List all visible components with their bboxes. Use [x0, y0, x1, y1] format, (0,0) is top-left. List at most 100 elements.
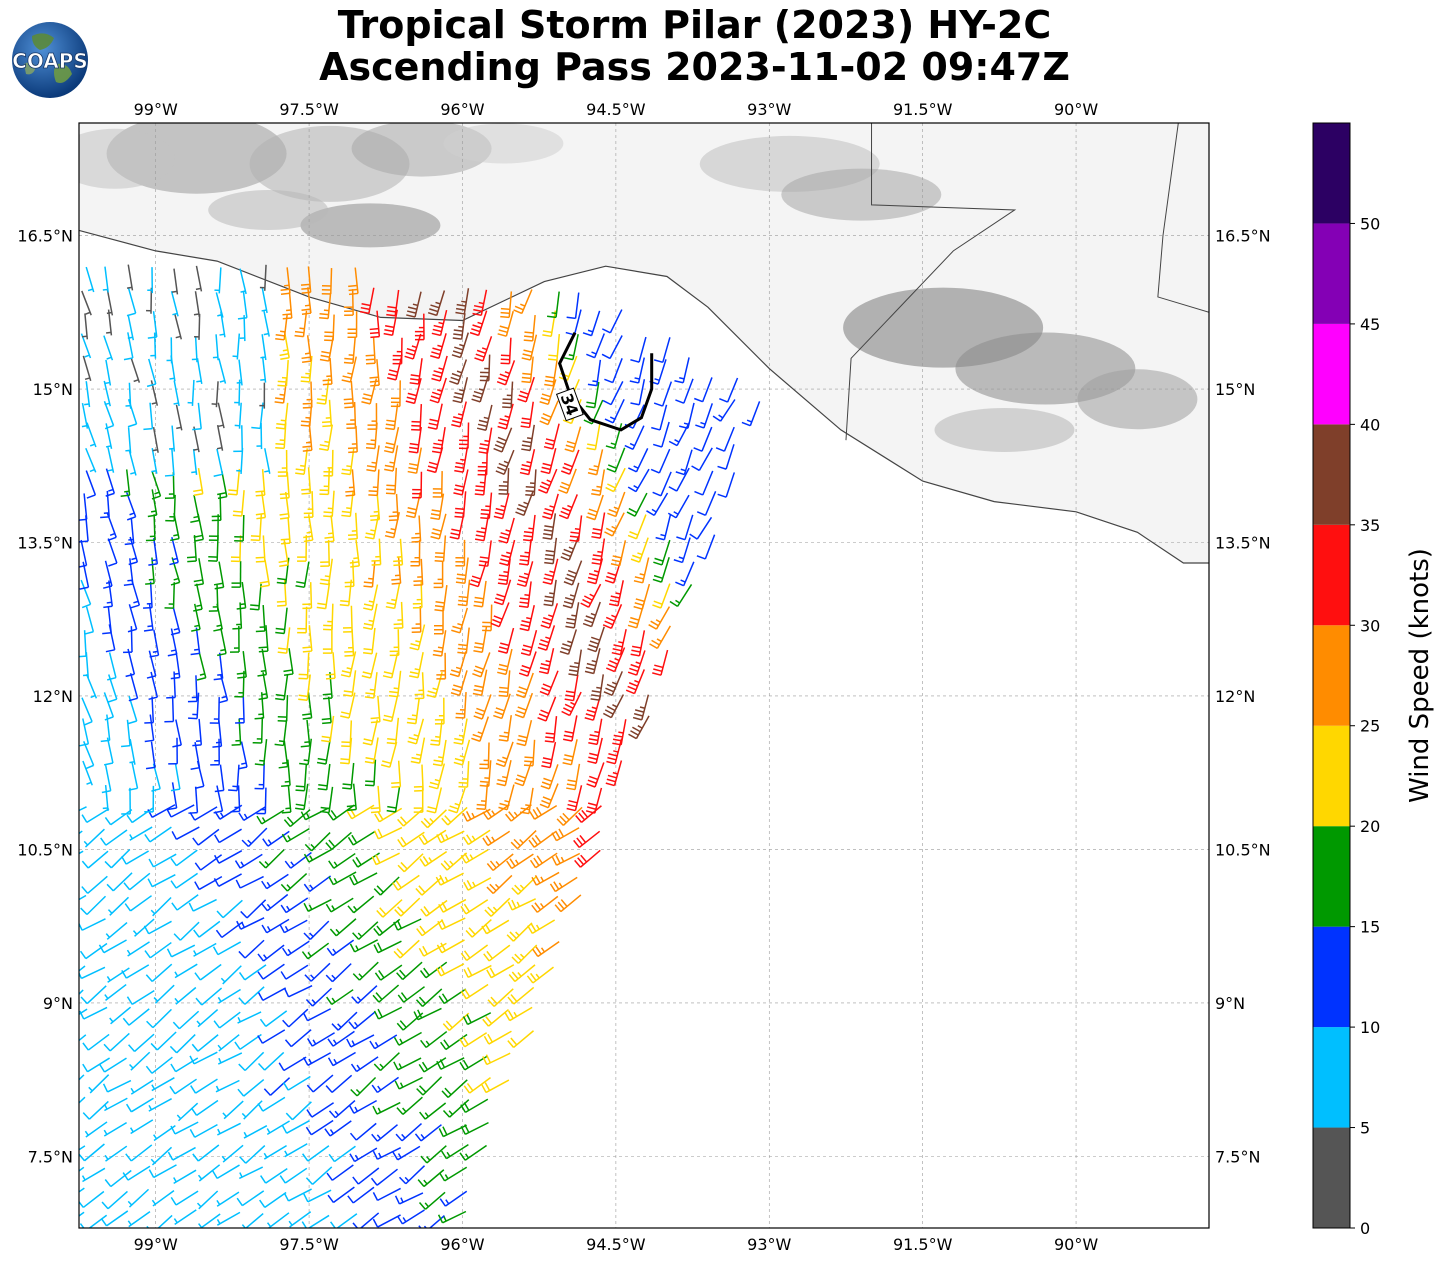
wind-barb	[193, 920, 221, 938]
wind-barb	[455, 692, 467, 719]
wind-barb	[408, 426, 422, 454]
wind-barb	[127, 314, 135, 341]
wind-barb	[542, 493, 559, 520]
wind-barb	[436, 1057, 465, 1070]
wind-barb	[81, 290, 92, 316]
wind-barb	[196, 1009, 219, 1028]
wind-barb	[169, 536, 179, 566]
wind-barb	[673, 537, 691, 564]
wind-barb	[266, 1120, 290, 1136]
wind-barb	[151, 471, 162, 500]
colorbar-swatch	[1313, 123, 1350, 224]
wind-barb	[558, 494, 578, 520]
wind-barb	[606, 738, 623, 765]
wind-barb	[146, 287, 153, 314]
wind-barb	[391, 557, 402, 585]
wind-barb	[174, 986, 197, 1005]
wind-barb	[585, 381, 600, 409]
wind-barb	[208, 584, 219, 612]
wind-barb	[219, 311, 226, 338]
wind-barb	[194, 313, 201, 340]
wind-barb	[373, 1006, 403, 1020]
wind-barb	[372, 1187, 401, 1202]
wind-barb	[602, 381, 624, 406]
wind-barb	[166, 804, 195, 818]
wind-barb	[418, 1057, 447, 1073]
wind-barb	[386, 289, 400, 317]
wind-barb	[303, 1189, 332, 1203]
wind-barb	[478, 427, 493, 455]
wind-barb	[322, 672, 333, 700]
colorbar-title: Wind Speed (knots)	[1405, 548, 1435, 803]
wind-barb	[364, 513, 380, 540]
wind-barb	[344, 629, 355, 657]
wind-barb	[584, 648, 601, 675]
wind-barb	[419, 850, 448, 867]
wind-barb	[259, 559, 271, 588]
wind-barb	[471, 716, 490, 742]
wind-barb	[320, 540, 331, 568]
lon-tick-label-top: 97.5°W	[279, 100, 339, 119]
colorbar-tick-label: 10	[1360, 1018, 1380, 1037]
wind-barb	[127, 1188, 150, 1208]
wind-barb	[560, 535, 580, 561]
wind-barb	[216, 899, 243, 919]
wind-barb	[85, 266, 95, 293]
wind-barb	[454, 491, 467, 519]
wind-barb	[278, 1056, 307, 1072]
wind-barb	[103, 380, 111, 407]
wind-barb	[350, 1076, 377, 1097]
wind-barb	[82, 652, 89, 679]
gridlines	[79, 123, 1209, 1228]
wind-barb	[406, 697, 420, 725]
wind-barb	[668, 467, 690, 492]
wind-barb	[107, 447, 115, 473]
wind-barb	[174, 313, 183, 340]
wind-barb	[143, 581, 153, 609]
wind-barb	[459, 1144, 487, 1161]
wind-barb	[651, 404, 668, 431]
wind-barb	[612, 719, 627, 746]
wind-barb	[563, 560, 583, 586]
wind-barb	[81, 402, 89, 429]
wind-barb	[393, 1031, 422, 1046]
lat-tick-label-right: 16.5°N	[1215, 227, 1271, 246]
wind-barb	[279, 471, 290, 500]
colorbar-tick-label: 40	[1360, 415, 1380, 434]
wind-barb	[164, 695, 175, 723]
wind-barb	[187, 379, 195, 406]
wind-barb	[279, 331, 290, 361]
wind-barb	[191, 603, 201, 632]
colorbar-swatch	[1313, 223, 1350, 324]
wind-barb	[586, 333, 605, 359]
wind-barb	[256, 423, 263, 450]
wind-barb	[237, 1079, 265, 1097]
wind-barb	[194, 854, 223, 871]
wind-barb	[321, 268, 333, 295]
wind-barb	[232, 602, 243, 630]
wind-barb	[323, 490, 335, 518]
wind-barb	[385, 403, 399, 431]
wind-barb	[102, 784, 109, 812]
wind-barb	[516, 561, 534, 588]
wind-barb	[243, 1125, 268, 1139]
wind-barb	[363, 584, 379, 611]
colorbar-tick-label: 15	[1360, 918, 1380, 937]
wind-barb	[170, 763, 181, 792]
wind-barb	[173, 1209, 197, 1226]
wind-barb	[432, 739, 447, 767]
wind-barb	[239, 315, 246, 342]
wind-barb	[234, 670, 245, 698]
lon-tick-label-top: 99°W	[134, 100, 178, 119]
wind-barb	[126, 492, 137, 521]
wind-barb	[284, 985, 313, 998]
wind-barb	[145, 1056, 173, 1074]
wind-barb	[222, 1100, 244, 1120]
wind-barb	[499, 539, 516, 566]
wind-barb	[630, 336, 647, 363]
wind-barb	[295, 764, 308, 792]
wind-barb	[585, 787, 603, 814]
wind-barb	[342, 605, 353, 633]
wind-barb	[302, 424, 313, 452]
wind-barb	[498, 715, 512, 742]
